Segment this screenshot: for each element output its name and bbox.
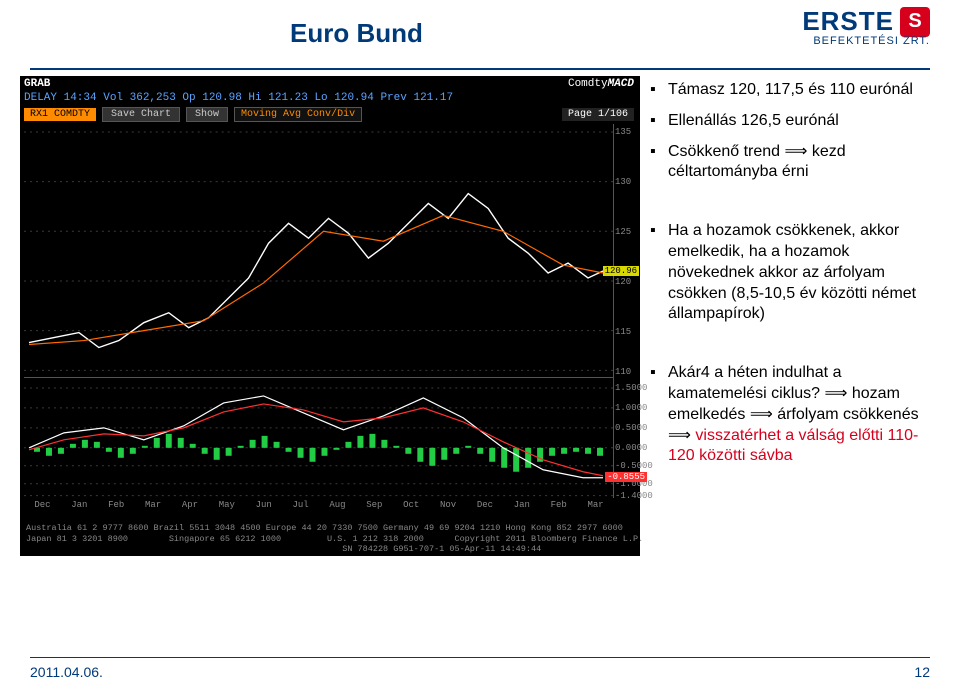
ticker-box[interactable]: RX1 COMDTY (24, 108, 96, 121)
page-title: Euro Bund (290, 18, 423, 49)
bullet-item: Támasz 120, 117,5 és 110 eurónál (650, 80, 940, 101)
macd-suffix: MACD (608, 78, 634, 90)
save-chart-button[interactable]: Save Chart (102, 107, 180, 122)
terminal-footer: Australia 61 2 9777 8600 Brazil 5511 304… (26, 523, 634, 554)
x-axis-months: DecJanFebMarAprMayJunJulAugSepOctNovDecJ… (24, 500, 614, 512)
macd-prefix: Comdty (568, 78, 608, 90)
price-panel: 135130125120115110120.96 (24, 124, 613, 378)
bullet-item: Csökkenő trend ⟹ kezd céltartományba érn… (650, 142, 940, 184)
show-button[interactable]: Show (186, 107, 228, 122)
bullet-item: Ha a hozamok csökkenek, akkor emelkedik,… (650, 221, 940, 325)
footer-page-number: 12 (914, 664, 930, 680)
grab-label: GRAB (24, 78, 50, 90)
page-footer: 2011.04.06. 12 (30, 657, 930, 680)
logo-text: ERSTE (802, 6, 894, 37)
chart-type-label: ComdtyMACD (568, 78, 634, 90)
logo-subtitle: BEFEKTETÉSI ZRT. (802, 35, 930, 47)
logo-mark-icon: S (900, 7, 930, 37)
page-indicator: Page 1/106 (562, 108, 634, 121)
notes-sidebar: Támasz 120, 117,5 és 110 eurónál Ellenáll… (650, 76, 940, 556)
study-select[interactable]: Moving Avg Conv/Div (234, 107, 362, 122)
macd-panel: 1.50001.00000.50000.0000-0.5000-1.0000-1… (24, 378, 613, 498)
bullet-item: Ellenállás 126,5 eurónál (650, 111, 940, 132)
bullet-forecast-highlight: visszatérhet a válság előtti 110-120 köz… (668, 427, 918, 465)
footer-date: 2011.04.06. (30, 664, 103, 680)
toolbar: RX1 COMDTY Save Chart Show Moving Avg Co… (20, 106, 640, 122)
bullet-forecast: Akár4 a héten indulhat a kamatemelési ci… (650, 363, 940, 467)
bloomberg-terminal: GRAB ComdtyMACD DELAY 14:34 Vol 362,253 … (20, 76, 640, 556)
quote-line: DELAY 14:34 Vol 362,253 Op 120.98 Hi 121… (24, 92, 453, 104)
header-divider (30, 68, 930, 70)
brand-logo: ERSTE S BEFEKTETÉSI ZRT. (802, 6, 930, 47)
chart-area: 135130125120115110120.96 1.50001.00000.5… (24, 124, 614, 498)
